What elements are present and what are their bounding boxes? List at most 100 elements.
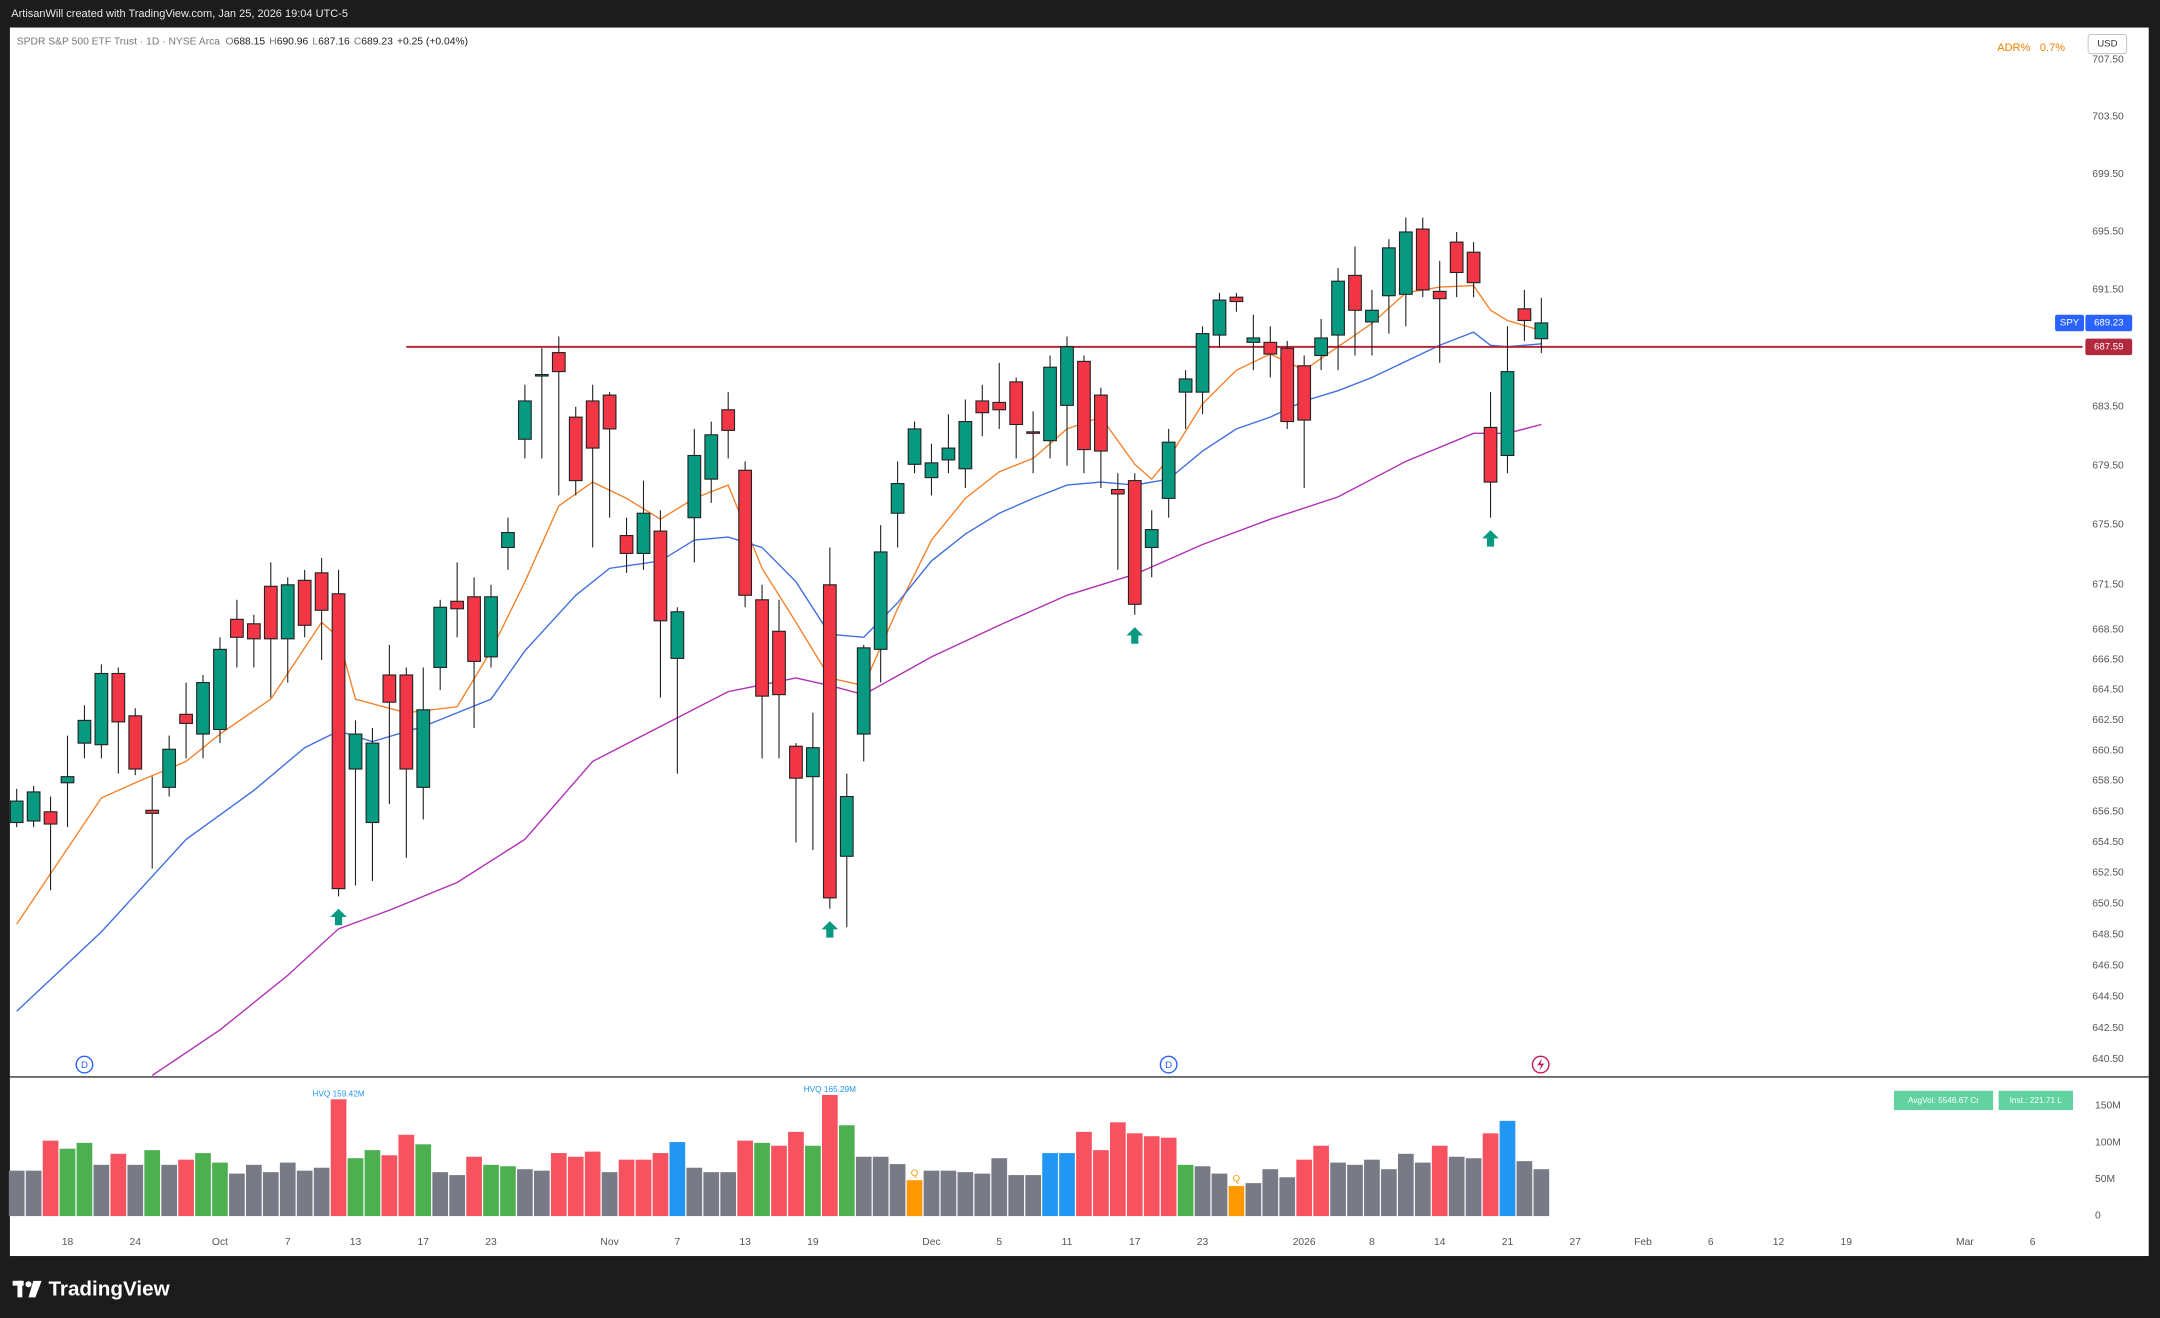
currency-box xyxy=(2087,34,2128,55)
candle-body xyxy=(755,599,769,697)
candle-body xyxy=(128,715,143,770)
volume-bar xyxy=(500,1166,516,1217)
candle-body xyxy=(839,795,854,857)
candle-body xyxy=(1297,365,1312,421)
x-tick-label: 7 xyxy=(285,1237,291,1248)
candle-body xyxy=(382,674,397,703)
candle-body xyxy=(1178,378,1193,393)
volume-bar xyxy=(1143,1136,1160,1217)
brand-logo: TradingView xyxy=(12,1278,171,1301)
volume-bar xyxy=(957,1172,974,1217)
x-tick-label: 2026 xyxy=(1293,1237,1316,1248)
volume-bar xyxy=(1109,1122,1126,1217)
candle-body xyxy=(399,674,414,770)
candle-body xyxy=(1094,394,1108,452)
event-label: D xyxy=(81,1060,88,1071)
candle-body xyxy=(9,800,24,824)
volume-bar xyxy=(330,1099,347,1217)
volume-bar xyxy=(550,1153,567,1217)
stat-box xyxy=(1998,1090,2073,1111)
volume-bar xyxy=(42,1140,59,1217)
x-tick-label: 17 xyxy=(418,1237,430,1248)
candle-body xyxy=(1280,347,1295,423)
volume-label: HVQ 159.42M xyxy=(312,1089,364,1098)
volume-bar xyxy=(889,1164,906,1217)
volume-tick-label: 150M xyxy=(2095,1101,2121,1112)
brand-name: TradingView xyxy=(48,1278,170,1301)
volume-bar xyxy=(1126,1133,1143,1217)
y-tick-label: 675.50 xyxy=(2092,520,2124,531)
candle-body xyxy=(738,469,753,596)
volume-bar xyxy=(161,1164,177,1217)
volume-note: Q xyxy=(911,1168,919,1179)
candle-body xyxy=(1365,309,1379,323)
volume-bar xyxy=(229,1173,245,1217)
candle-body xyxy=(179,713,193,724)
candle-body xyxy=(26,791,41,822)
x-tick-label: 6 xyxy=(1708,1237,1714,1248)
y-tick-label: 640.50 xyxy=(2092,1054,2124,1065)
y-tick-label: 648.50 xyxy=(2092,929,2124,940)
volume-bar xyxy=(991,1158,1008,1217)
y-tick-label: 650.50 xyxy=(2092,899,2124,910)
volume-bar xyxy=(1008,1175,1025,1217)
candle-body xyxy=(822,584,837,899)
volume-bar xyxy=(466,1156,482,1217)
volume-bar xyxy=(195,1153,211,1217)
price-pane xyxy=(9,217,2083,1076)
candle-body xyxy=(484,596,498,658)
signal-arrow xyxy=(1126,627,1144,644)
volume-bar xyxy=(398,1134,415,1217)
volume-bar xyxy=(1330,1162,1346,1217)
y-tick-label: 644.50 xyxy=(2092,992,2124,1003)
candle-body xyxy=(924,462,939,479)
volume-bar xyxy=(923,1170,940,1217)
currency: USD xyxy=(2097,39,2117,50)
y-tick-label: 699.50 xyxy=(2092,169,2124,180)
y-tick-label: 679.50 xyxy=(2092,460,2124,471)
x-tick-label: 12 xyxy=(1773,1237,1785,1248)
y-tick-label: 691.50 xyxy=(2092,284,2124,295)
volume-bar xyxy=(415,1144,432,1217)
x-tick-label: 6 xyxy=(2030,1237,2036,1248)
volume-bar xyxy=(1465,1158,1482,1217)
candle-body xyxy=(1534,322,1549,340)
level-box xyxy=(2085,338,2133,356)
candle-body xyxy=(1212,299,1227,336)
candle-body xyxy=(1432,290,1447,300)
volume-bar xyxy=(1296,1159,1313,1217)
y-tick-label: 660.50 xyxy=(2092,745,2124,756)
candle-body xyxy=(331,593,346,890)
legend-item: O xyxy=(226,36,234,47)
volume-bar xyxy=(906,1180,923,1217)
volume-bar xyxy=(279,1162,296,1217)
candle-body xyxy=(1331,280,1345,336)
x-tick-label: Dec xyxy=(922,1237,940,1248)
candle-body xyxy=(1517,308,1532,322)
candle-body xyxy=(416,709,431,788)
volume-bar xyxy=(262,1172,279,1217)
y-tick-label: 652.50 xyxy=(2092,868,2124,879)
volume-tick-label: 0 xyxy=(2095,1211,2101,1222)
candle-body xyxy=(772,630,786,696)
legend-item: L xyxy=(312,36,318,47)
volume-bar xyxy=(178,1159,194,1217)
volume-bar xyxy=(1076,1131,1092,1217)
candle-body xyxy=(619,535,634,554)
volume-bar xyxy=(1482,1133,1499,1217)
volume-bar xyxy=(1313,1145,1329,1217)
y-tick-label: 656.50 xyxy=(2092,806,2124,817)
volume-bar xyxy=(533,1170,550,1217)
event-label: D xyxy=(1165,1060,1172,1071)
volume-bar xyxy=(1279,1177,1296,1217)
volume-bar xyxy=(245,1164,262,1217)
volume-bar xyxy=(635,1159,652,1217)
candle-body xyxy=(94,672,109,746)
candle-body xyxy=(1398,231,1413,295)
legend-item: 688.15 xyxy=(234,36,266,47)
chart-area xyxy=(9,27,2149,1257)
volume-note: Q xyxy=(1233,1174,1241,1185)
candle-body xyxy=(1483,426,1498,483)
candle-body xyxy=(1161,441,1176,499)
y-tick-label: 695.50 xyxy=(2092,226,2124,237)
